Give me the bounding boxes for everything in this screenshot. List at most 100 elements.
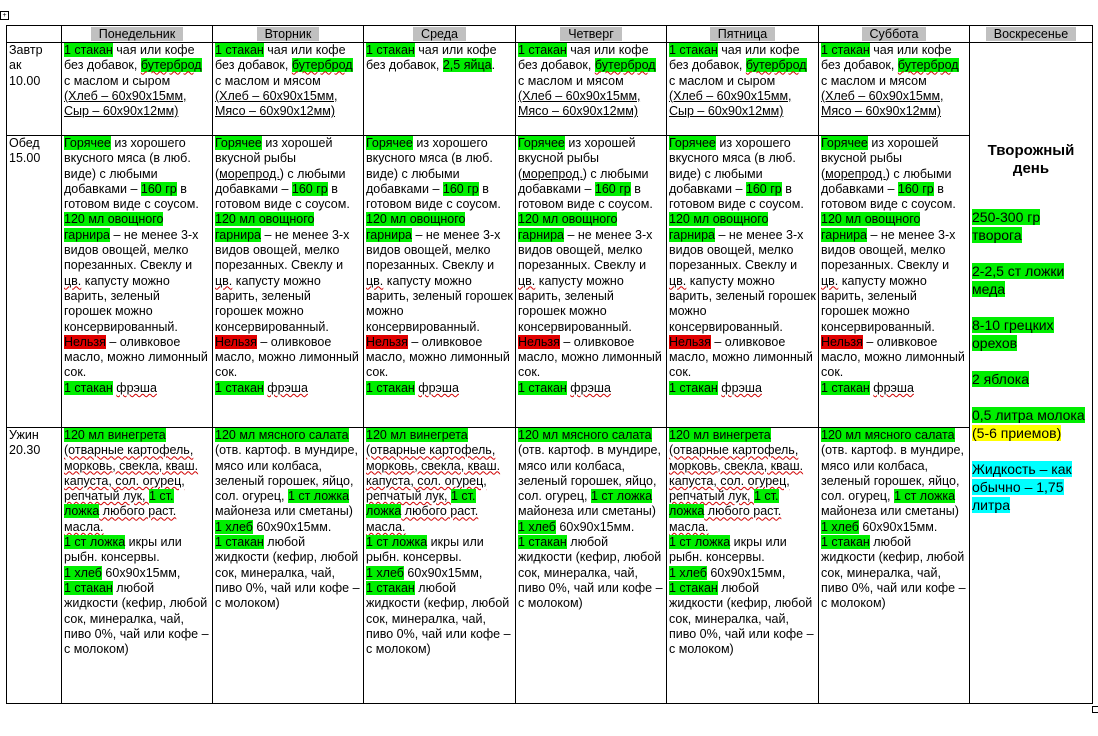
text-run: любой жидкости (кефир, любой сок, минера… — [366, 580, 511, 657]
text-run: 160 гр — [442, 181, 479, 196]
text-run: – не менее 3-х видов овощей, мелко порез… — [64, 227, 199, 273]
text-run: капусту можно варить, зеленый горошек мо… — [64, 273, 178, 334]
text-run: – не менее 3-х видов овощей, мелко порез… — [366, 227, 501, 273]
text-run: бутерброд — [897, 58, 959, 73]
lunch-monday: Горячее из хорошего вкусного мяса (в люб… — [61, 135, 213, 428]
text-run: из хорошей вкусной рыбы ( — [215, 136, 333, 181]
text-run: майонеза или сметаны) — [215, 504, 353, 519]
dinner-row: Ужин 20.30 120 мл винегрета (отварные ка… — [6, 427, 1093, 704]
text-run: чая или кофе без добавок, — [366, 43, 497, 73]
text-run: цв. — [64, 273, 82, 288]
text-run: 1 стакан — [64, 43, 113, 57]
text-run: Нельзя — [366, 334, 408, 349]
text-run: 120 мл винегрета — [366, 428, 468, 442]
text-run: Пятница — [709, 27, 776, 41]
text-run: 60х90х15мм, — [101, 565, 181, 580]
text-run: фрэша — [721, 380, 762, 395]
text-run: Горячее — [669, 136, 716, 150]
text-run: 0,5 литра молока — [972, 407, 1085, 423]
text-run: из хорошего вкусного мяса (в люб. виде) … — [669, 136, 796, 196]
text-run: – не менее 3-х видов овощей, мелко порез… — [518, 227, 653, 273]
text-run: любого раст. масла. — [669, 504, 782, 534]
day-header-thursday: Четверг — [515, 25, 667, 43]
breakfast-friday: 1 стакан чая или кофе без добавок, бутер… — [666, 42, 819, 136]
day-header-monday: Понедельник — [61, 25, 213, 43]
text-run: Нельзя — [821, 334, 863, 349]
dinner-saturday: 120 мл мясного салата (отв. картоф. в му… — [818, 427, 970, 704]
text-run: Горячее — [64, 136, 111, 150]
text-run: ) с любыми добавками – — [821, 166, 952, 196]
text-run: цв. — [669, 273, 687, 288]
text-run: чая или кофе без добавок, — [64, 43, 195, 73]
text-run: любого раст. масла. — [64, 504, 177, 534]
lunch-wednesday: Горячее из хорошего вкусного мяса (в люб… — [363, 135, 516, 428]
text-run: (отв. картоф. в мундире, мясо или колбас… — [821, 443, 964, 504]
text-run: Ужин — [9, 428, 39, 443]
text-run: майонеза или сметаны) — [821, 504, 959, 519]
text-run: бутерброд — [140, 58, 202, 73]
sunday-item: 2-2,5 ст ложки меда — [972, 262, 1090, 298]
text-run: 1 хлеб — [64, 565, 102, 580]
text-run: 160 гр — [745, 181, 782, 196]
text-run: 120 мл винегрета — [669, 428, 771, 442]
text-run: – оливковое масло, можно лимонный сок. — [669, 334, 813, 380]
text-run: – оливковое масло, можно лимонный сок. — [366, 334, 510, 380]
text-run: икры или рыбн. консервы. — [366, 535, 484, 565]
sunday-item: 0,5 литра молока (5-6 приемов) — [972, 406, 1090, 442]
text-run: 2 яблока — [972, 371, 1029, 387]
text-run: морепрод. — [522, 166, 583, 181]
lunch-tuesday: Горячее из хорошей вкусной рыбы (морепро… — [212, 135, 364, 428]
text-run: капусту можно варить, зеленый горошек мо… — [215, 273, 329, 334]
text-run: 1 хлеб — [821, 519, 859, 534]
text-run: – оливковое масло, можно лимонный сок. — [64, 334, 208, 380]
breakfast-monday: 1 стакан чая или кофе без добавок, бутер… — [61, 42, 213, 136]
text-run: . — [491, 58, 496, 73]
text-run: ) с любыми добавками – — [518, 166, 649, 196]
text-run: Горячее — [366, 136, 413, 150]
text-run: 1 ст ложка — [287, 489, 350, 504]
lunch-row: Обед 15.00 Горячее из хорошего вкусного … — [6, 135, 1093, 428]
table-resize-handle[interactable] — [1092, 706, 1098, 713]
text-run: 2-2,5 ст ложки меда — [972, 263, 1065, 297]
table-move-handle[interactable]: + — [0, 11, 9, 20]
text-run: 1 стакан — [669, 580, 718, 595]
breakfast-time: Завтр ак 10.00 — [6, 42, 62, 136]
text-run: Суббота — [861, 27, 927, 41]
sunday-liquid: Жидкость – как обычно – 1,75 литра — [972, 460, 1090, 514]
text-run: 1 стакан — [518, 43, 567, 57]
text-run: (отв. картоф. в мундире, мясо или колбас… — [518, 443, 661, 504]
text-run: 1 стакан — [366, 43, 415, 57]
text-run: Нельзя — [518, 334, 560, 349]
text-run: цв. — [518, 273, 536, 288]
breakfast-tuesday: 1 стакан чая или кофе без добавок, бутер… — [212, 42, 364, 136]
text-run: (Хлеб – 60х90х15мм, Мясо – 60х90х12мм) — [821, 88, 944, 119]
text-run: с маслом и сыром — [669, 73, 776, 88]
text-run: 1 стакан — [64, 580, 113, 595]
day-header-saturday: Суббота — [818, 25, 970, 43]
text-run: 15.00 — [9, 151, 41, 166]
text-run: 20.30 — [9, 443, 41, 458]
text-run: Завтр — [9, 43, 43, 58]
text-run: – оливковое масло, можно лимонный сок. — [821, 334, 965, 380]
text-run: – не менее 3-х видов овощей, мелко порез… — [215, 227, 350, 273]
breakfast-row: Завтр ак 10.00 1 стакан чая или кофе без… — [6, 42, 1093, 704]
text-run: 60х90х15мм. — [252, 519, 332, 534]
text-run: (Хлеб – 60х90х15мм, Мясо – 60х90х12мм) — [215, 88, 338, 119]
text-run: 1 стакан — [215, 535, 264, 550]
text-run: 1 ст ложка — [64, 535, 126, 550]
text-run: (Хлеб – 60х90х15мм, Сыр – 60х90х12мм) — [64, 88, 187, 119]
text-run: с маслом и мясом — [821, 73, 927, 88]
text-run: с маслом и мясом — [518, 73, 624, 88]
text-run: (отварные картофель, морковь, свекла, кв… — [669, 443, 804, 504]
text-run: цв. — [821, 273, 839, 288]
text-run: в готовом виде с соусом. — [518, 181, 653, 212]
sunday-curd-day: Творожный день 250-300 гр творога 2-2,5 … — [969, 42, 1093, 704]
text-run: цв. — [366, 273, 384, 288]
text-run: Горячее — [518, 136, 565, 150]
text-run: в готовом виде с соусом. — [215, 181, 350, 212]
text-run: 120 мл мясного салата — [518, 428, 652, 442]
text-run: 120 мл винегрета — [64, 428, 166, 442]
text-run: Горячее — [821, 136, 868, 150]
text-run: 1 стакан — [215, 380, 264, 395]
breakfast-wednesday: 1 стакан чая или кофе без добавок, 2,5 я… — [363, 42, 516, 136]
